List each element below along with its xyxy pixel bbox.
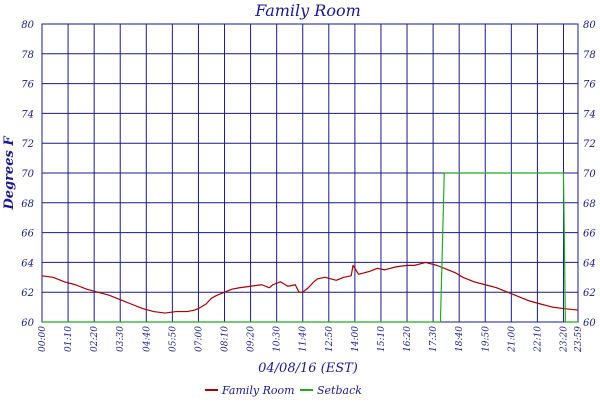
y-tick-label-left: 70 — [21, 169, 34, 180]
x-tick-label: 22:10 — [533, 326, 543, 353]
x-tick-label: 21:00 — [507, 326, 517, 353]
x-tick-label: 03:30 — [116, 326, 126, 352]
x-tick-label: 23:20 — [559, 326, 569, 353]
y-tick-label-left: 72 — [21, 139, 34, 150]
x-tick-label: 07:00 — [194, 326, 204, 352]
y-tick-label-right: 70 — [583, 169, 596, 180]
x-tick-label: 08:10 — [221, 326, 231, 352]
y-tick-label-left: 74 — [21, 109, 34, 120]
x-tick-label: 17:30 — [429, 326, 439, 352]
y-tick-label-left: 78 — [21, 50, 34, 61]
x-tick-label: 14:00 — [351, 326, 361, 352]
legend-label-family-room: Family Room — [221, 384, 295, 397]
y-tick-label-right: 60 — [583, 318, 596, 329]
y-tick-label-left: 68 — [21, 199, 34, 210]
x-tick-label: 10:30 — [273, 326, 283, 352]
y-tick-label-right: 80 — [583, 20, 596, 31]
x-axis-label: 04/08/16 (EST) — [258, 361, 358, 376]
x-tick-label: 11:40 — [299, 326, 309, 352]
y-tick-label-right: 64 — [583, 258, 596, 269]
legend: Family Room Setback — [205, 384, 362, 397]
x-tick-label: 09:20 — [247, 326, 257, 352]
y-tick-label-right: 62 — [583, 288, 596, 299]
y-axis-label: Degrees F — [2, 136, 17, 211]
y-tick-label-right: 76 — [583, 80, 596, 91]
y-tick-label-left: 64 — [21, 258, 34, 269]
y-tick-label-right: 78 — [583, 50, 596, 61]
x-tick-label: 12:50 — [325, 326, 335, 352]
x-tick-label: 04:40 — [142, 326, 152, 352]
chart-title: Family Room — [254, 1, 361, 20]
y-tick-label-left: 76 — [21, 80, 34, 91]
series-line-family-room — [41, 261, 579, 314]
series-layer — [41, 172, 579, 323]
y-tick-label-right: 72 — [583, 139, 596, 150]
x-tick-label: 01:10 — [64, 326, 74, 352]
legend-label-setback: Setback — [317, 384, 362, 397]
x-tick-label: 00:00 — [38, 326, 48, 352]
y-tick-label-right: 68 — [583, 199, 596, 210]
x-tick-label: 05:50 — [168, 326, 178, 352]
y-tick-label-left: 66 — [21, 229, 34, 240]
y-tick-label-left: 60 — [21, 318, 34, 329]
x-tick-label: 16:20 — [403, 326, 413, 352]
x-tick-label: 19:50 — [481, 326, 491, 352]
y-tick-label-left: 80 — [21, 20, 34, 31]
grid — [41, 23, 579, 323]
y-tick-label-right: 66 — [583, 229, 596, 240]
x-tick-label: 02:20 — [90, 326, 100, 352]
tick-layer: 00:00 01:10 02:20 03:30 04:40 05:50 07:00 08:10… — [21, 20, 596, 353]
x-tick-label: 15:10 — [377, 326, 387, 352]
x-tick-label: 23:59 — [574, 326, 584, 353]
y-tick-label-right: 74 — [583, 109, 596, 120]
x-tick-label: 18:40 — [455, 326, 465, 352]
y-tick-label-left: 62 — [21, 288, 34, 299]
series-line-setback — [42, 172, 578, 323]
